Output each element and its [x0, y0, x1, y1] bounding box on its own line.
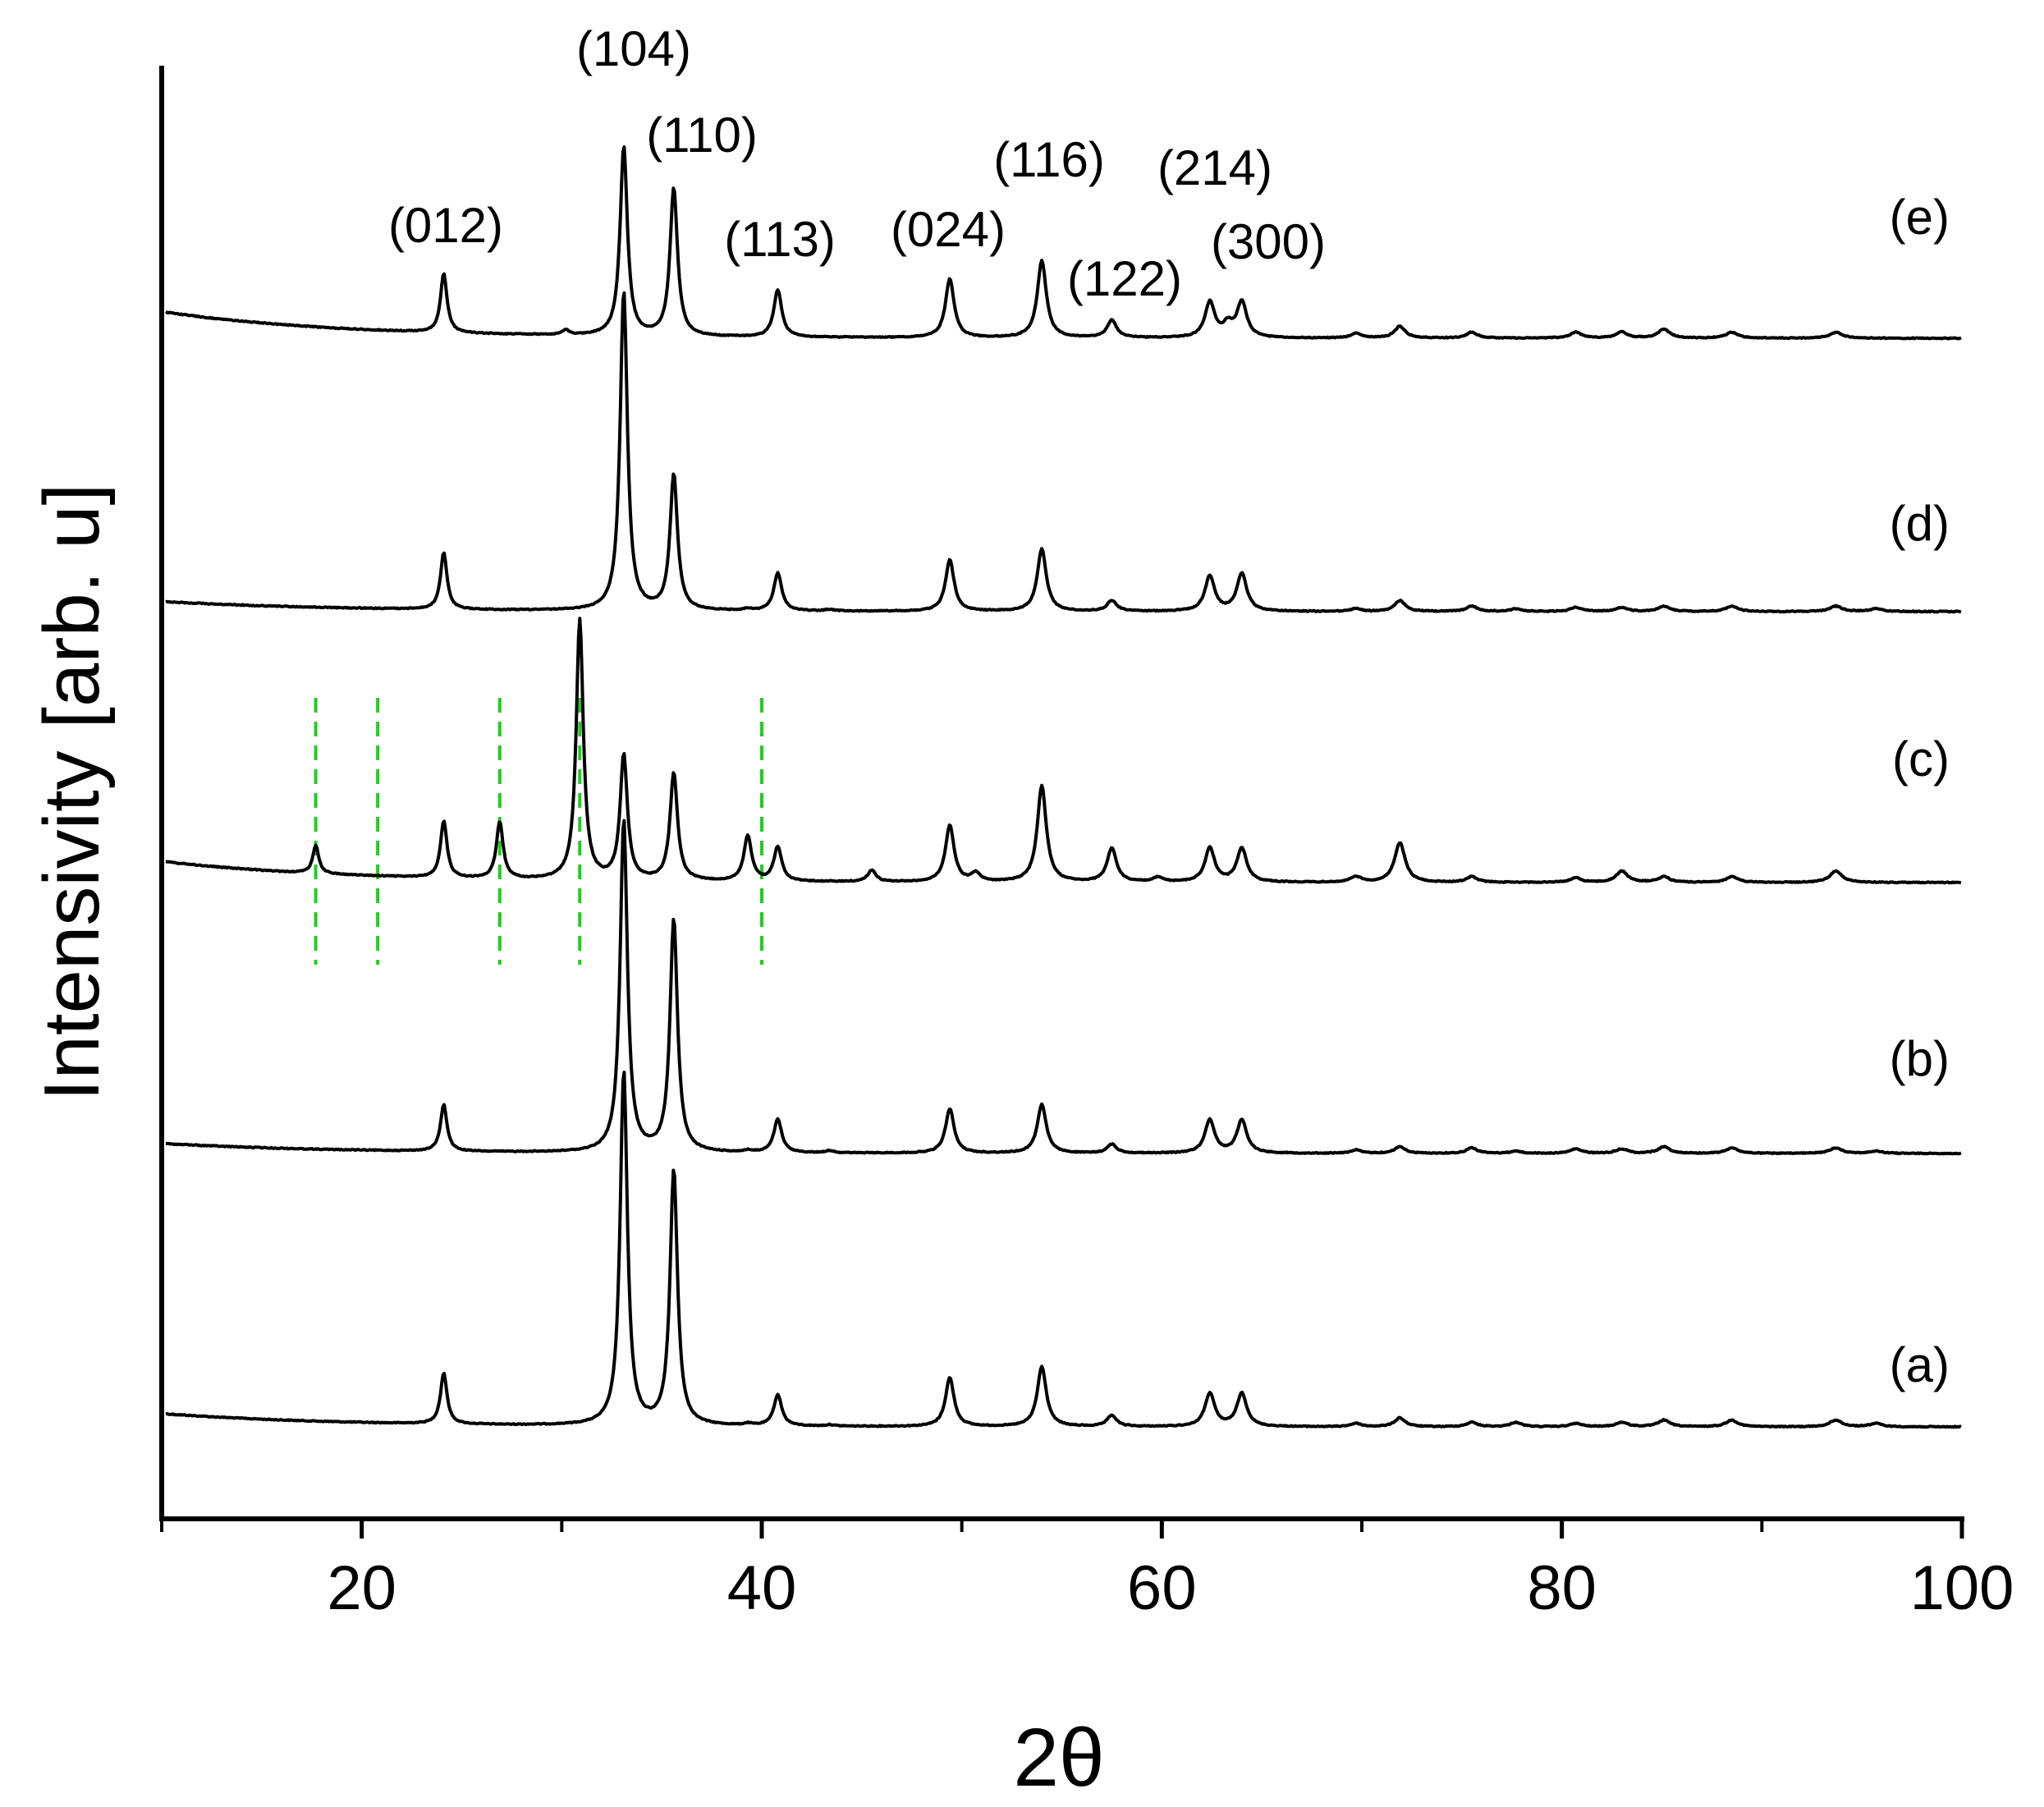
series-label: (a) — [1890, 1337, 1950, 1392]
series-labels: (a) (b) (c) (d) (e) — [1890, 190, 1950, 1392]
reflection-label: (214) — [1157, 140, 1272, 195]
plot-area — [165, 145, 1962, 1429]
x-tick-label: 80 — [1527, 1553, 1597, 1623]
reflection-label: (104) — [576, 21, 691, 76]
series-trace-b — [165, 819, 1962, 1156]
reflection-label: (122) — [1067, 251, 1182, 306]
reflection-label: (300) — [1211, 214, 1326, 269]
series-label: (e) — [1890, 190, 1950, 245]
phase-marker-lines — [314, 698, 763, 965]
x-tick-label: 40 — [727, 1553, 797, 1623]
series-label: (b) — [1890, 1031, 1950, 1086]
diffraction-traces — [165, 145, 1962, 1429]
peak-annotations: (012) (104) (110) (113) (024) (116) (122) (214)… — [388, 21, 1326, 306]
series-trace-e — [165, 145, 1962, 341]
axes: 20 40 60 80 100 — [159, 66, 2014, 1623]
series-trace-a — [165, 1071, 1962, 1429]
reflection-label: (024) — [891, 202, 1006, 257]
series-trace-d — [165, 291, 1962, 614]
series-label: (d) — [1890, 496, 1950, 551]
x-tick-label: 20 — [327, 1553, 396, 1623]
x-tick-label: 60 — [1127, 1553, 1197, 1623]
reflection-label: (012) — [388, 198, 503, 253]
reflection-label: (116) — [993, 132, 1105, 187]
reflection-label: (113) — [724, 212, 836, 267]
x-tick-label: 100 — [1910, 1553, 2014, 1623]
x-axis-title: 2θ — [1013, 1712, 1104, 1804]
reflection-label: (110) — [646, 108, 758, 163]
series-label: (c) — [1892, 732, 1950, 787]
x-ticks: 20 40 60 80 100 — [160, 1519, 2014, 1623]
series-trace-c — [165, 617, 1962, 885]
y-axis-title: Intensivity [arb. u] — [28, 484, 116, 1101]
